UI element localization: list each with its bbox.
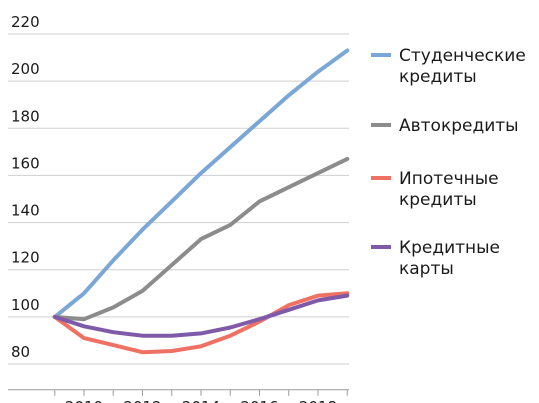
series-line-3 bbox=[52, 291, 350, 355]
x-tick-label: 2018 bbox=[299, 398, 337, 403]
y-tick-label: 140 bbox=[11, 202, 40, 220]
legend: СтуденческиекредитыАвтокредитыИпотечныек… bbox=[371, 46, 526, 279]
legend-label: Автокредиты bbox=[399, 116, 519, 136]
x-tick-label: 2010 bbox=[65, 398, 103, 403]
series bbox=[52, 48, 350, 355]
legend-label: Ипотечные bbox=[399, 169, 499, 189]
y-tick-label: 80 bbox=[11, 343, 30, 361]
y-tick-label: 120 bbox=[11, 249, 40, 267]
y-tick-label: 220 bbox=[11, 13, 40, 31]
x-tick-label: 2016 bbox=[240, 398, 278, 403]
y-tick-label: 160 bbox=[11, 154, 40, 172]
series-line-4 bbox=[52, 293, 350, 338]
x-tick-label: 2012 bbox=[123, 398, 161, 403]
y-tick-label: 180 bbox=[11, 107, 40, 125]
series-line-2 bbox=[52, 156, 350, 322]
series-line-1 bbox=[52, 48, 350, 319]
legend-label: Студенческие bbox=[399, 46, 526, 66]
legend-label: кредиты bbox=[399, 190, 477, 210]
y-tick-label: 200 bbox=[11, 60, 40, 78]
legend-label: кредиты bbox=[399, 67, 477, 87]
y-tick-label: 100 bbox=[11, 296, 40, 314]
legend-label: Кредитные bbox=[399, 238, 500, 258]
legend-label: карты bbox=[399, 259, 454, 279]
